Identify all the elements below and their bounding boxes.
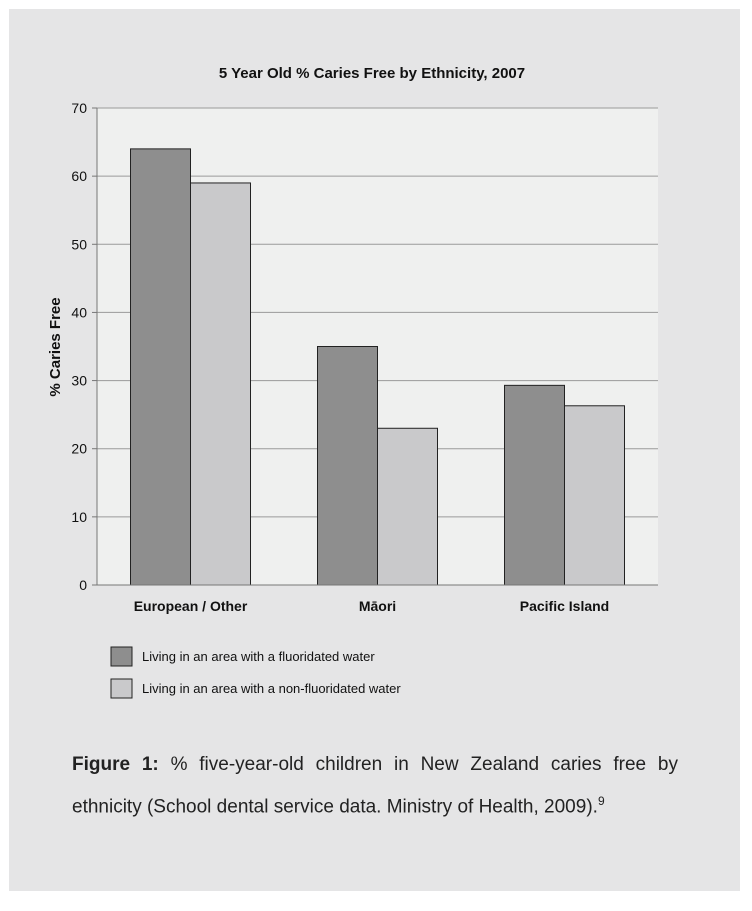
bar-non-fluoridated-1 bbox=[190, 182, 251, 586]
reference-superscript: 9 bbox=[597, 794, 605, 808]
y-tick-label: 70 bbox=[71, 100, 87, 116]
legend: Living in an area with a fluoridated wat… bbox=[110, 646, 401, 699]
legend-swatch-fluoridated bbox=[110, 646, 133, 667]
chart-title: 5 Year Old % Caries Free by Ethnicity, 2… bbox=[219, 65, 525, 82]
y-tick-label: 40 bbox=[71, 304, 87, 320]
x-category-label: Māori bbox=[359, 598, 396, 614]
y-tick-label: 0 bbox=[79, 577, 87, 593]
y-tick-labels: 0 10 20 30 40 50 60 70 bbox=[71, 100, 97, 593]
x-category-labels: European / Other Māori Pacific Island bbox=[134, 598, 610, 614]
bar-fluoridated-2 bbox=[317, 346, 378, 586]
figure-caption: Figure 1: % five-year-old children in Ne… bbox=[72, 747, 678, 825]
bar-fluoridated-1 bbox=[130, 148, 191, 586]
legend-swatch-non-fluoridated bbox=[110, 678, 133, 699]
y-tick-label: 30 bbox=[71, 373, 87, 389]
figure-label: Figure 1: bbox=[72, 754, 159, 775]
y-axis-label: % Caries Free bbox=[47, 297, 64, 396]
caption-text: % five-year-old children in New Zealand … bbox=[72, 754, 678, 818]
bar-non-fluoridated-2 bbox=[377, 427, 438, 586]
y-tick-label: 50 bbox=[71, 236, 87, 252]
y-tick-label: 20 bbox=[71, 441, 87, 457]
bar-fluoridated-3 bbox=[504, 384, 565, 586]
bar-chart: 5 Year Old % Caries Free by Ethnicity, 2… bbox=[47, 65, 658, 699]
y-tick-label: 10 bbox=[71, 509, 87, 525]
bar-non-fluoridated-3 bbox=[564, 405, 625, 586]
bars bbox=[130, 148, 625, 586]
legend-label-non-fluoridated: Living in an area with a non-fluoridated… bbox=[142, 681, 401, 696]
y-tick-label: 60 bbox=[71, 168, 87, 184]
legend-label-fluoridated: Living in an area with a fluoridated wat… bbox=[142, 649, 375, 664]
x-category-label: European / Other bbox=[134, 598, 248, 614]
x-category-label: Pacific Island bbox=[520, 598, 609, 614]
